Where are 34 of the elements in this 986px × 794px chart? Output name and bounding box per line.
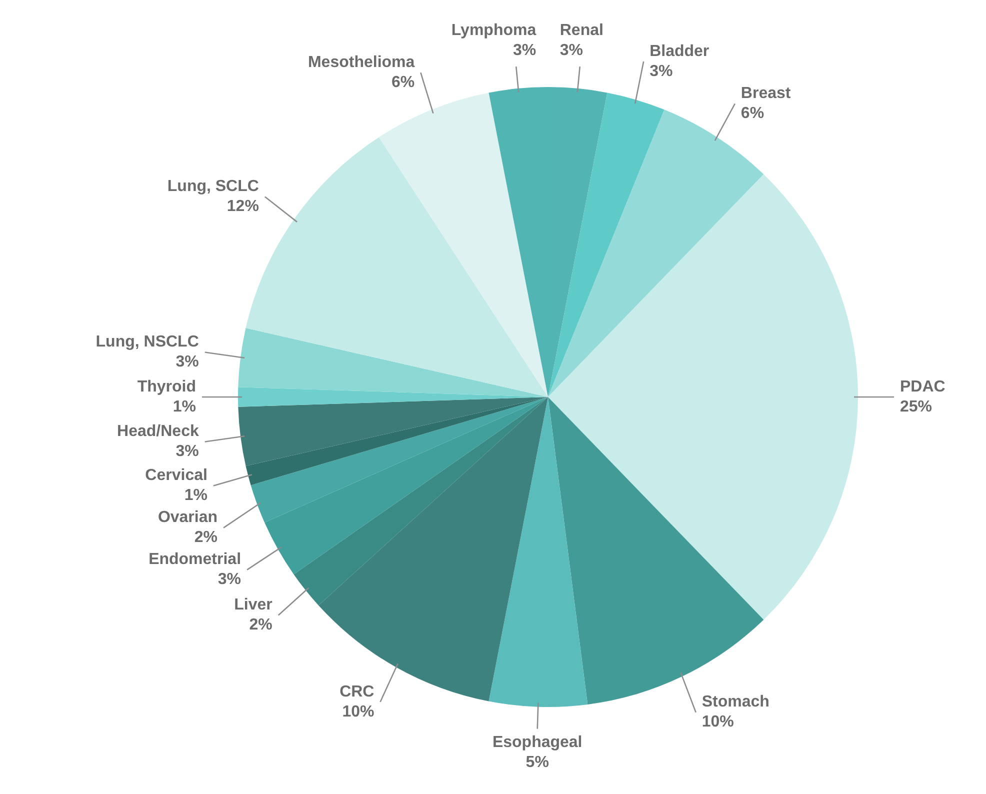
data-label: 1% [184, 487, 208, 504]
slice-label: Head/Neck [117, 423, 199, 440]
data-label: 5% [526, 754, 549, 772]
data-label: 12% [226, 198, 259, 216]
slice-label: Liver [234, 596, 272, 614]
slice-label: Lymphoma [451, 22, 536, 39]
slice-label: Breast [740, 85, 792, 102]
data-label: 3% [176, 354, 199, 371]
slice-label: Stomach [702, 694, 770, 711]
slice-label: Esophageal [492, 734, 582, 752]
slice-label: Cervical [145, 467, 208, 484]
data-label: 3% [176, 443, 199, 460]
data-label: 2% [194, 529, 218, 546]
slice-label: Lung, NSCLC [96, 334, 200, 351]
slice-label: Mesothelioma [308, 54, 415, 71]
data-label: 3% [512, 42, 536, 59]
data-label: 3% [650, 62, 673, 80]
data-label: 25% [900, 398, 932, 416]
slice-label: Endometrial [148, 551, 242, 568]
data-label: 3% [560, 42, 584, 59]
slice-label: PDAC [900, 378, 946, 396]
data-label: 10% [702, 714, 734, 731]
slice-label: Ovarian [158, 509, 218, 526]
slice-label: Bladder [650, 42, 710, 60]
data-label: 2% [249, 616, 272, 634]
slice-label: Lung, SCLC [167, 178, 260, 196]
slice-label: Thyroid [137, 378, 196, 396]
data-label: 10% [342, 703, 374, 720]
data-label: 3% [218, 571, 242, 588]
slice-label: Renal [560, 22, 604, 39]
data-label: 6% [392, 74, 415, 91]
data-label: 1% [172, 398, 196, 416]
data-label: 6% [740, 105, 764, 122]
slice-label: CRC [340, 683, 375, 700]
